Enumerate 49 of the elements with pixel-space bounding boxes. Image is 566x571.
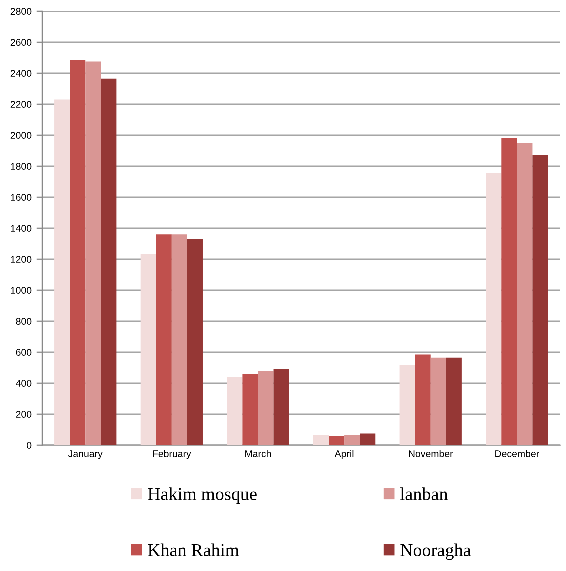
bar bbox=[400, 366, 416, 446]
y-tick-label: 1600 bbox=[11, 194, 32, 202]
y-tick-label: 2400 bbox=[10, 70, 32, 78]
x-tick-label: March bbox=[246, 450, 272, 458]
y-tick-label: 400 bbox=[16, 380, 32, 388]
x-tick-label: November bbox=[409, 450, 454, 458]
bar bbox=[54, 100, 70, 446]
y-tick-label: 800 bbox=[16, 318, 32, 326]
bar bbox=[274, 369, 290, 446]
y-tick-label: 200 bbox=[16, 411, 32, 418]
bar bbox=[446, 358, 462, 446]
bar bbox=[187, 239, 203, 446]
legend-label: lanban bbox=[400, 488, 448, 500]
legend-label: Khan Rahim bbox=[148, 544, 240, 556]
legend-label: Nooragha bbox=[400, 544, 472, 560]
x-tick-label: April bbox=[334, 450, 354, 460]
bar bbox=[329, 436, 345, 446]
y-tick-label: 2600 bbox=[10, 39, 32, 46]
bar bbox=[502, 138, 518, 446]
bar bbox=[313, 435, 330, 446]
bar bbox=[140, 254, 156, 446]
y-tick-label: 1800 bbox=[11, 163, 32, 170]
bar bbox=[517, 143, 533, 446]
bar bbox=[86, 62, 102, 446]
bar bbox=[101, 78, 117, 446]
bar bbox=[172, 234, 188, 446]
y-tick-label: 0 bbox=[27, 442, 32, 449]
x-tick-label: February bbox=[153, 450, 192, 460]
y-tick-label: 2800 bbox=[10, 8, 32, 16]
y-tick-label: 1000 bbox=[11, 287, 32, 294]
bar bbox=[258, 370, 274, 446]
bar bbox=[227, 377, 243, 446]
y-tick-label: 2200 bbox=[10, 101, 32, 108]
legend-label: Hakim mosque bbox=[148, 488, 257, 504]
bar bbox=[344, 435, 360, 446]
y-tick-label: 2000 bbox=[10, 132, 32, 140]
y-tick-label: 1400 bbox=[11, 225, 32, 232]
bar bbox=[156, 234, 172, 446]
bar bbox=[415, 354, 431, 446]
bar bbox=[486, 173, 502, 446]
y-tick-label: 1200 bbox=[11, 256, 32, 264]
bar bbox=[532, 156, 548, 446]
bar bbox=[242, 374, 258, 446]
bar bbox=[360, 434, 376, 446]
bar bbox=[70, 60, 86, 446]
y-tick-label: 600 bbox=[16, 349, 32, 356]
x-tick-label: December bbox=[496, 450, 540, 458]
bar bbox=[430, 358, 446, 446]
x-tick-label: January bbox=[68, 450, 103, 460]
